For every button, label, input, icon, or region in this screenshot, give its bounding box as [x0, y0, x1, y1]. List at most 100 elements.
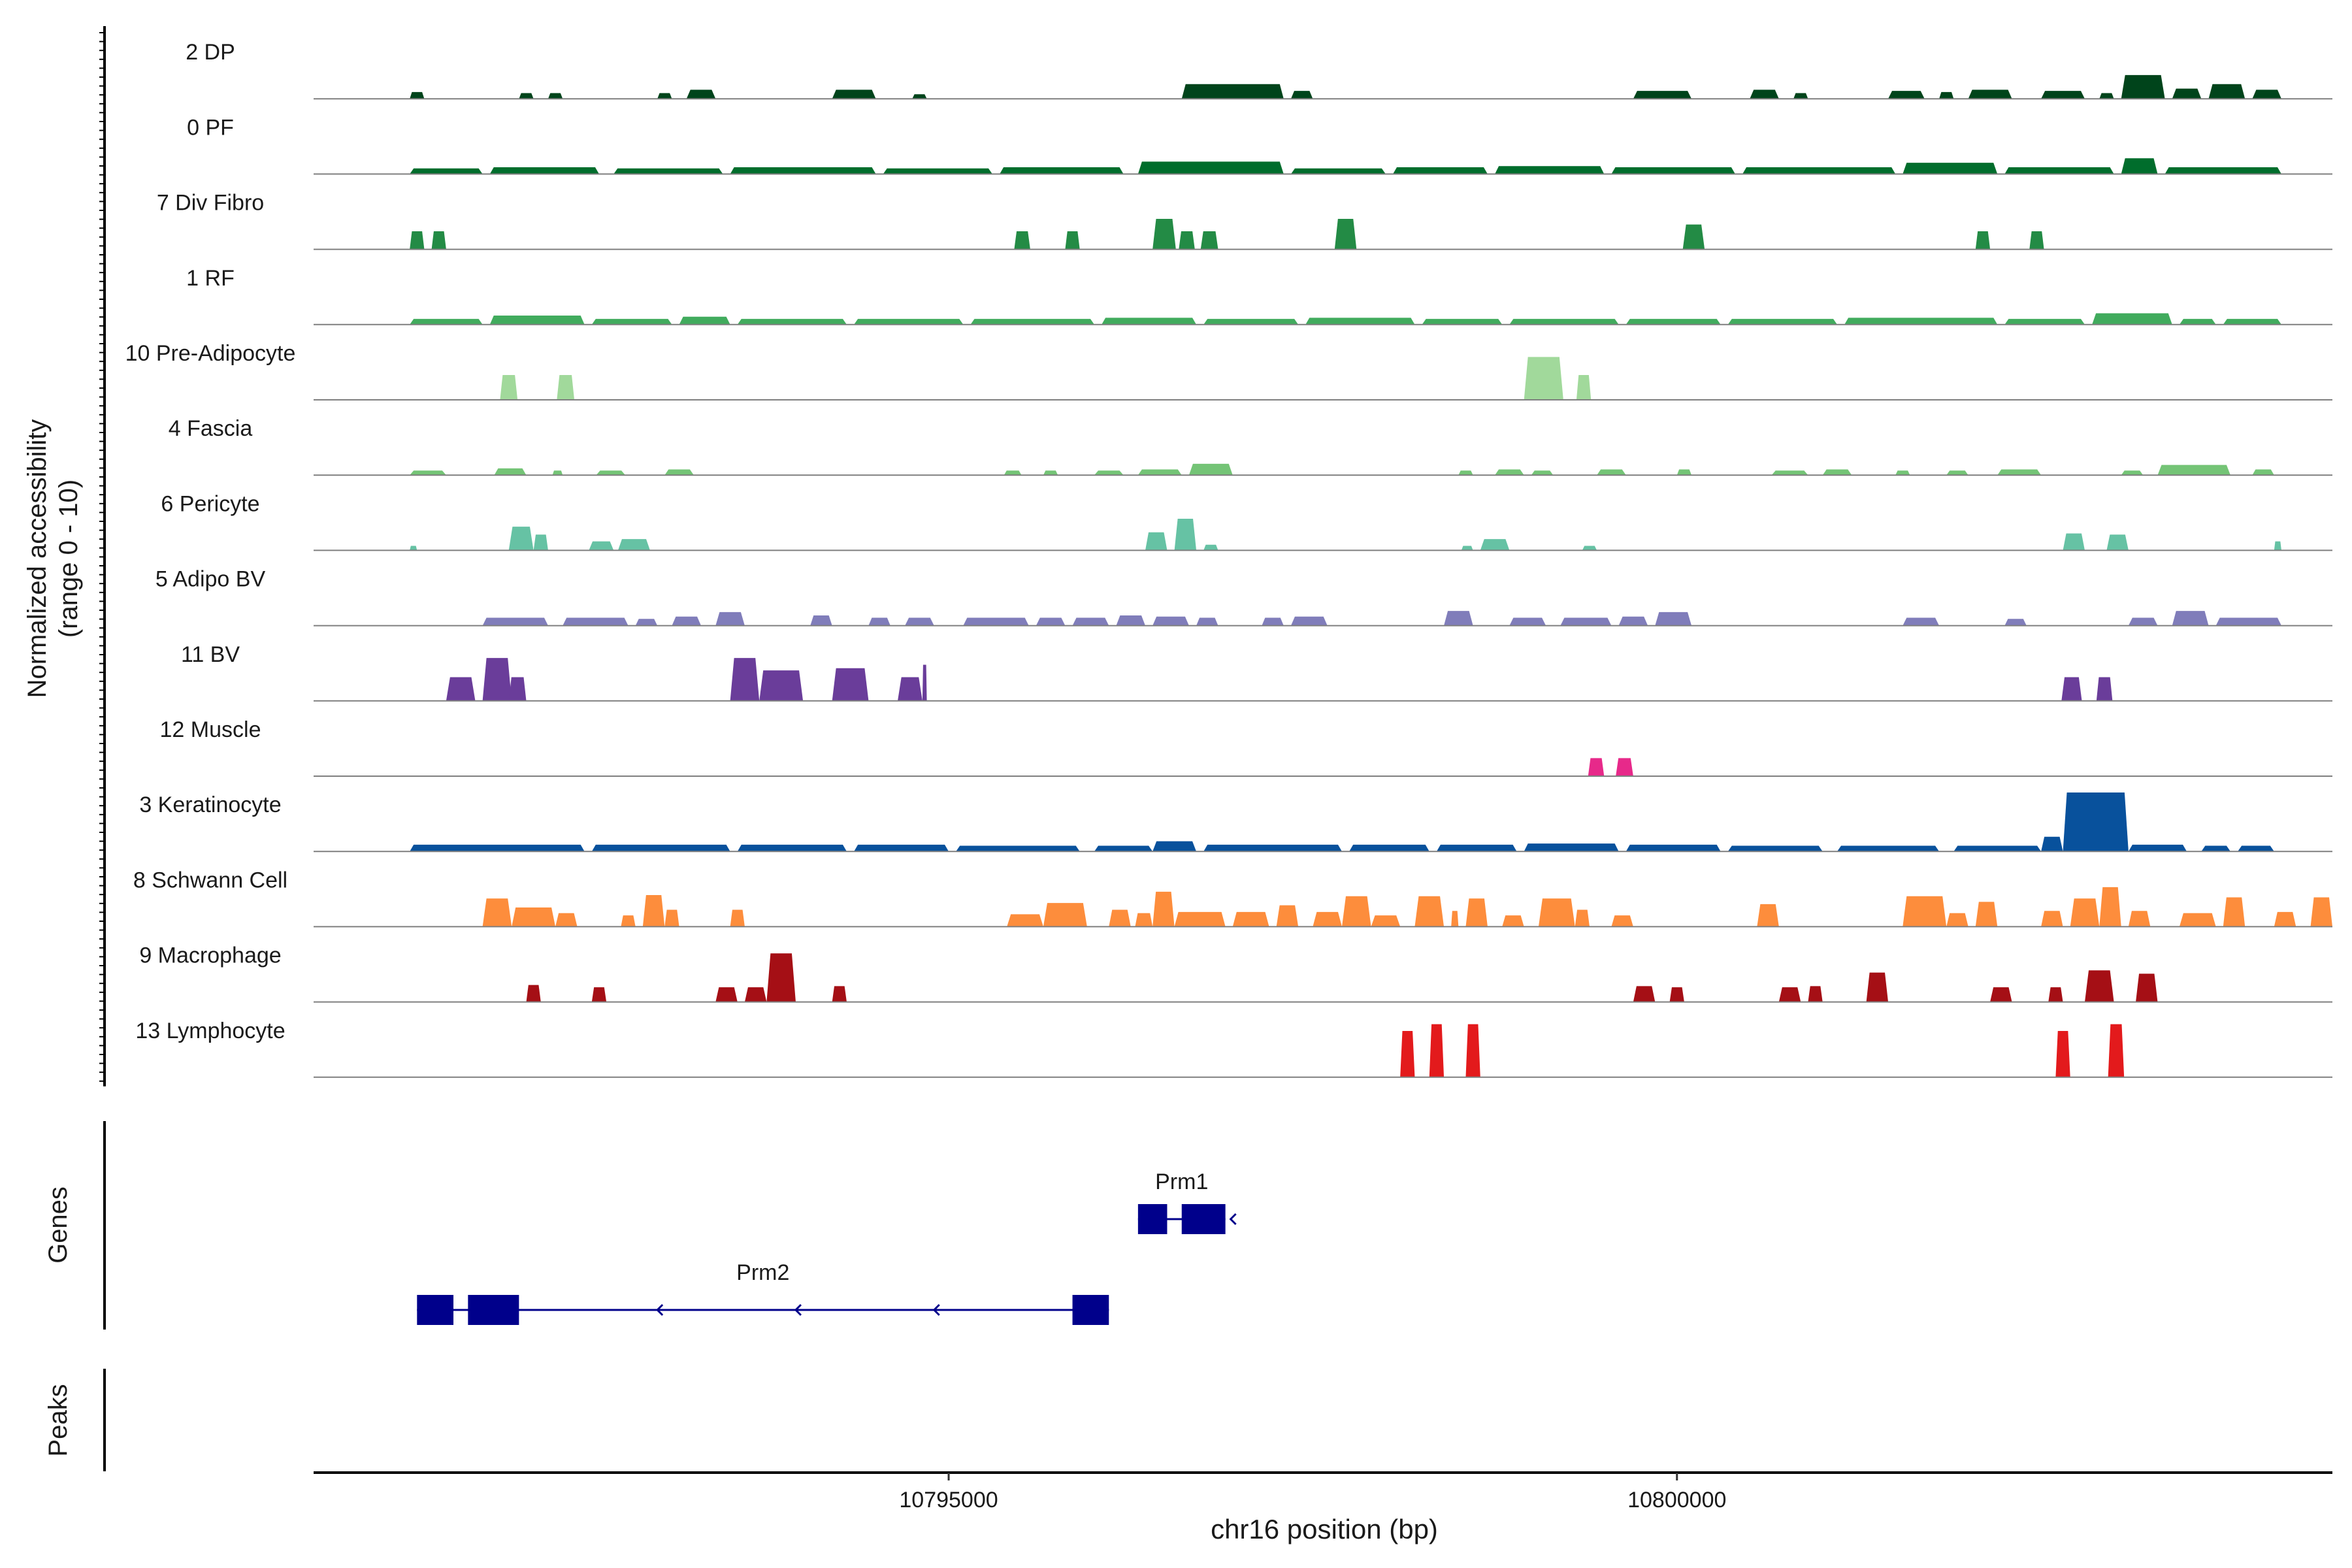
- strand-arrow: [932, 1303, 940, 1316]
- coverage-peak: [2223, 897, 2246, 927]
- coverage-peak: [410, 231, 425, 250]
- coverage-peak: [922, 664, 927, 701]
- coverage-peak: [2121, 470, 2144, 476]
- coverage-peak: [1203, 319, 1299, 325]
- coverage-peak: [1618, 616, 1648, 626]
- coverage-peak: [1633, 91, 1692, 99]
- gene-exon: [1181, 1204, 1226, 1234]
- coverage-peak: [617, 539, 650, 551]
- coverage-peak: [1844, 318, 1998, 325]
- coverage-peak: [2004, 319, 2085, 325]
- coverage-peak: [526, 985, 541, 1002]
- coverage-peak: [1152, 841, 1197, 852]
- coverage-peak: [2157, 465, 2230, 476]
- coverage-peak: [1588, 758, 1605, 776]
- coverage-peak: [563, 617, 629, 626]
- coverage-peak: [1109, 909, 1131, 927]
- coverage-peak: [1682, 224, 1705, 250]
- track-label: 10 Pre-Adipocyte: [125, 341, 296, 366]
- coverage-peak: [730, 658, 760, 701]
- x-axis-label: chr16 position (bp): [1211, 1514, 1438, 1544]
- coverage-peak: [410, 168, 483, 174]
- coverage-peak: [1531, 470, 1554, 476]
- coverage-peak: [1174, 519, 1197, 551]
- track-2: 7 Div Fibro: [157, 191, 2332, 250]
- coverage-peak: [883, 168, 992, 174]
- coverage-peak: [737, 319, 847, 325]
- coverage-peak: [2099, 887, 2121, 927]
- gene-exon: [468, 1295, 519, 1325]
- track-9: 12 Muscle: [160, 717, 2332, 777]
- coverage-peak: [2070, 898, 2100, 927]
- coverage-peak: [2048, 987, 2063, 1002]
- strand-arrow: [794, 1303, 802, 1316]
- coverage-peak: [2063, 792, 2129, 852]
- coverage-peak: [1727, 319, 1837, 325]
- strand-arrow: [1229, 1213, 1237, 1226]
- coverage-peak: [410, 470, 446, 476]
- coverage-peak: [446, 677, 476, 701]
- coverage-peak: [2136, 973, 2158, 1002]
- coverage-peak: [1116, 615, 1146, 626]
- coverage-peak: [744, 987, 767, 1002]
- track-12: 9 Macrophage: [139, 943, 2332, 1003]
- coverage-peak: [1968, 90, 2012, 99]
- track-8: 11 BV: [181, 642, 2332, 702]
- coverage-peak: [1334, 218, 1357, 250]
- coverage-peak: [2201, 845, 2230, 852]
- coverage-peak: [489, 315, 585, 325]
- coverage-peak: [591, 844, 730, 852]
- coverage-peak: [1524, 843, 1619, 852]
- coverage-peak: [2128, 617, 2158, 626]
- coverage-peak: [1495, 469, 1524, 476]
- coverage-peak: [1903, 163, 1998, 174]
- track-5: 4 Fascia: [169, 416, 2332, 476]
- coverage-peak: [1538, 898, 1575, 927]
- coverage-peak: [1043, 903, 1087, 927]
- coverage-peak: [410, 319, 483, 325]
- coverage-peak: [2172, 88, 2202, 99]
- track-label: 0 PF: [187, 115, 234, 140]
- coverage-peak: [1524, 357, 1563, 400]
- coverage-peak: [2041, 836, 2063, 852]
- coverage-peak: [1414, 896, 1445, 927]
- coverage-peak: [482, 898, 512, 927]
- coverage-peak: [832, 986, 847, 1002]
- coverage-peak: [2004, 619, 2027, 626]
- coverage-peak: [1014, 231, 1030, 250]
- coverage-peak: [1502, 915, 1524, 927]
- coverage-peak: [2041, 911, 2063, 927]
- track-label: 9 Macrophage: [139, 943, 281, 968]
- coverage-peak: [500, 374, 518, 400]
- coverage-peak: [596, 470, 626, 476]
- coverage-peak: [2121, 74, 2165, 99]
- coverage-peak: [715, 612, 745, 626]
- genes-panel-label: Genes: [44, 1186, 73, 1264]
- coverage-peak: [512, 907, 556, 927]
- coverage-peak: [1232, 911, 1269, 927]
- gene-prm2: Prm2: [417, 1260, 1109, 1325]
- coverage-peak: [2179, 913, 2216, 927]
- coverage-peak: [1203, 544, 1218, 551]
- coverage-peak: [1953, 845, 2042, 852]
- coverage-peak: [912, 94, 927, 99]
- track-label: 12 Muscle: [160, 717, 261, 742]
- coverage-peak: [1997, 469, 2042, 476]
- coverage-peak: [555, 913, 578, 927]
- coverage-peak: [2274, 541, 2281, 551]
- coverage-peak: [519, 93, 534, 99]
- coverage-peak: [591, 987, 607, 1002]
- coverage-peak: [557, 374, 575, 400]
- coverage-peak: [1633, 986, 1656, 1002]
- coverage-peak: [1188, 463, 1233, 476]
- coverage-peak: [1094, 845, 1153, 852]
- coverage-peak: [494, 468, 527, 476]
- coverage-peak: [2099, 93, 2114, 99]
- coverage-peak: [1975, 902, 1998, 927]
- coverage-peak: [1822, 469, 1852, 476]
- coverage-peak: [1727, 845, 1823, 852]
- coverage-peak: [1461, 546, 1473, 551]
- coverage-peak: [1888, 91, 1925, 99]
- coverage-peak: [1465, 1024, 1480, 1077]
